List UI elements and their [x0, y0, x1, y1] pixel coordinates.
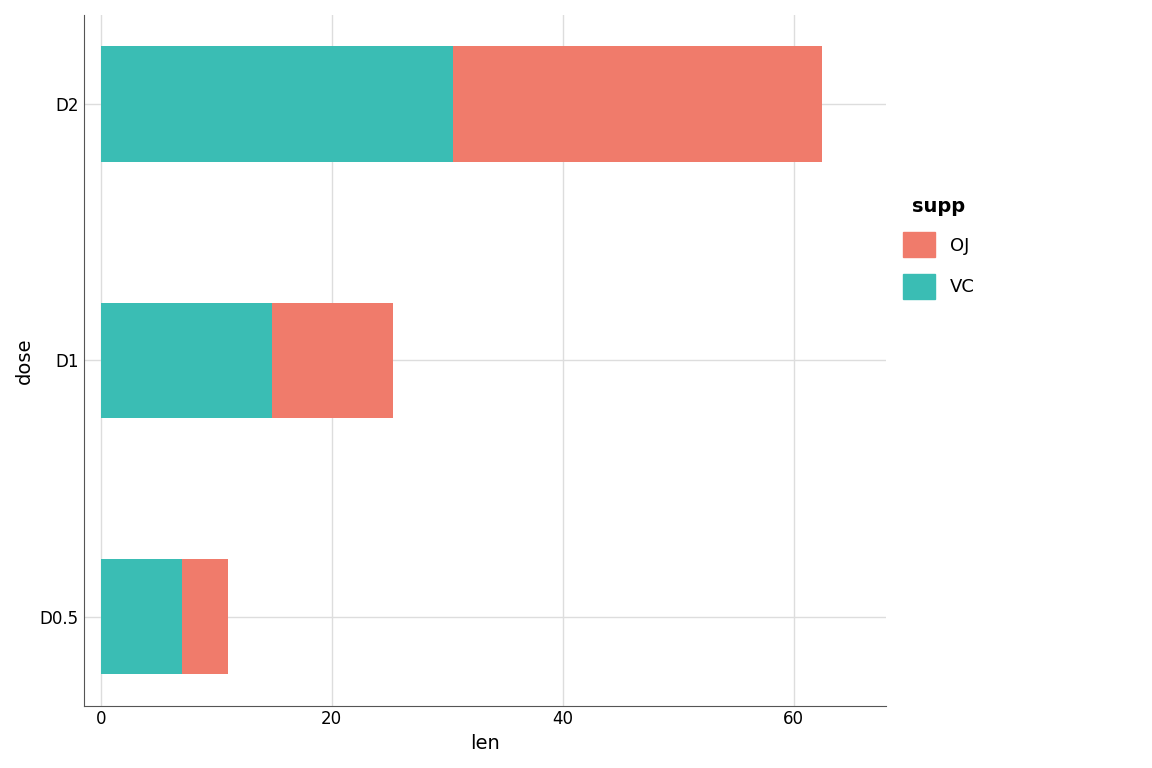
X-axis label: len: len — [470, 734, 500, 753]
Bar — [101, 46, 453, 162]
Y-axis label: dose: dose — [15, 337, 35, 383]
Bar — [101, 303, 272, 418]
Bar — [453, 46, 823, 162]
Bar — [272, 303, 393, 418]
Legend: OJ, VC: OJ, VC — [903, 197, 975, 300]
Bar — [182, 559, 228, 674]
Bar — [101, 559, 182, 674]
